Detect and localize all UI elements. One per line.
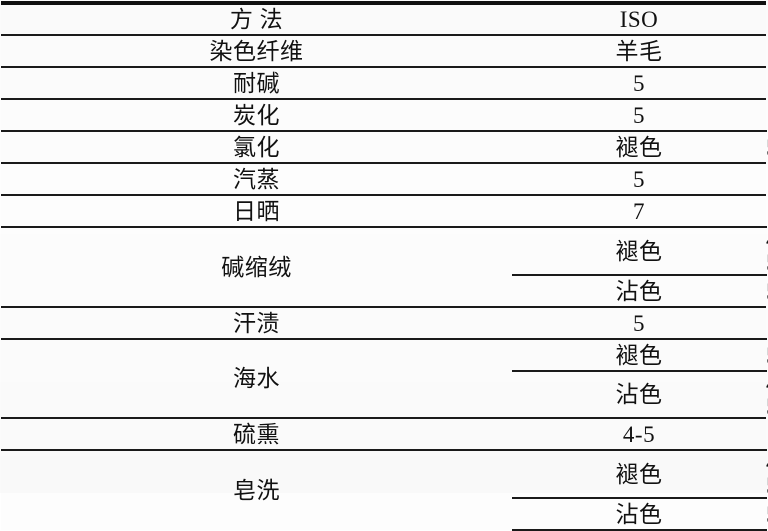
fiber-value: 羊毛	[512, 34, 766, 67]
cell-subcategory: 沾色	[512, 497, 766, 531]
cell-method: 汗渍	[1, 306, 512, 339]
table-row: 硫熏 4-5	[1, 417, 767, 450]
cell-iso-value: 5	[512, 162, 766, 195]
table-row: 皂洗褪色4-5	[1, 449, 768, 530]
cell-iso-value: 5	[766, 274, 768, 307]
table-row: 氯化褪色5	[1, 130, 768, 163]
table-row-fiber: 染色纤维 羊毛	[1, 34, 767, 67]
table-row: 沾色5	[1, 274, 768, 307]
cell-subcategory: 褪色	[512, 449, 766, 498]
table-row: 海水褪色5	[1, 338, 768, 418]
cell-iso-value: 4-5	[766, 226, 768, 275]
fiber-label: 染色纤维	[1, 34, 512, 67]
cell-iso-value: 5	[512, 98, 766, 131]
cell-method: 硫熏	[1, 417, 512, 450]
cell-method: 汽蒸	[1, 162, 512, 195]
cell-iso-value: 5	[766, 338, 768, 371]
table-row: 汗渍 5	[1, 306, 767, 339]
cell-iso-value: 4-5	[512, 417, 766, 450]
header-iso: ISO	[512, 1, 766, 35]
cell-method: 碱缩绒	[1, 226, 512, 307]
cell-iso-value: 5	[512, 306, 766, 339]
cell-iso-value: 4-5	[766, 449, 768, 498]
cell-subcategory: 褪色	[512, 226, 766, 275]
table-row: 炭化 5	[1, 98, 767, 131]
cell-subcategory: 沾色	[512, 274, 766, 307]
cell-method: 海水	[1, 338, 512, 418]
table-row: 汽蒸 5	[1, 162, 767, 195]
cell-subcategory: 褪色	[512, 338, 766, 371]
table-header-row: 方 法 ISO	[1, 1, 767, 35]
cell-subcategory: 褪色	[512, 130, 766, 163]
cell-iso-value: 7	[512, 194, 766, 227]
cell-iso-value: 5	[512, 66, 766, 99]
cell-method: 氯化	[1, 130, 512, 163]
table-row: 日晒 7	[1, 194, 767, 227]
table-row: 碱缩绒褪色4-5	[1, 226, 768, 307]
cell-method: 日晒	[1, 194, 512, 227]
cell-method: 耐碱	[1, 66, 512, 99]
cell-method: 炭化	[1, 98, 512, 131]
table-row: 耐碱 5	[1, 66, 767, 99]
cell-iso-value: 4-5	[766, 370, 768, 418]
header-method: 方 法	[1, 1, 512, 35]
cell-iso-value: 5	[766, 497, 768, 531]
cell-method: 皂洗	[1, 449, 512, 530]
cell-iso-value: 5	[766, 130, 768, 163]
cell-subcategory: 沾色	[512, 370, 766, 418]
table-row: 沾色4-5	[1, 370, 768, 418]
